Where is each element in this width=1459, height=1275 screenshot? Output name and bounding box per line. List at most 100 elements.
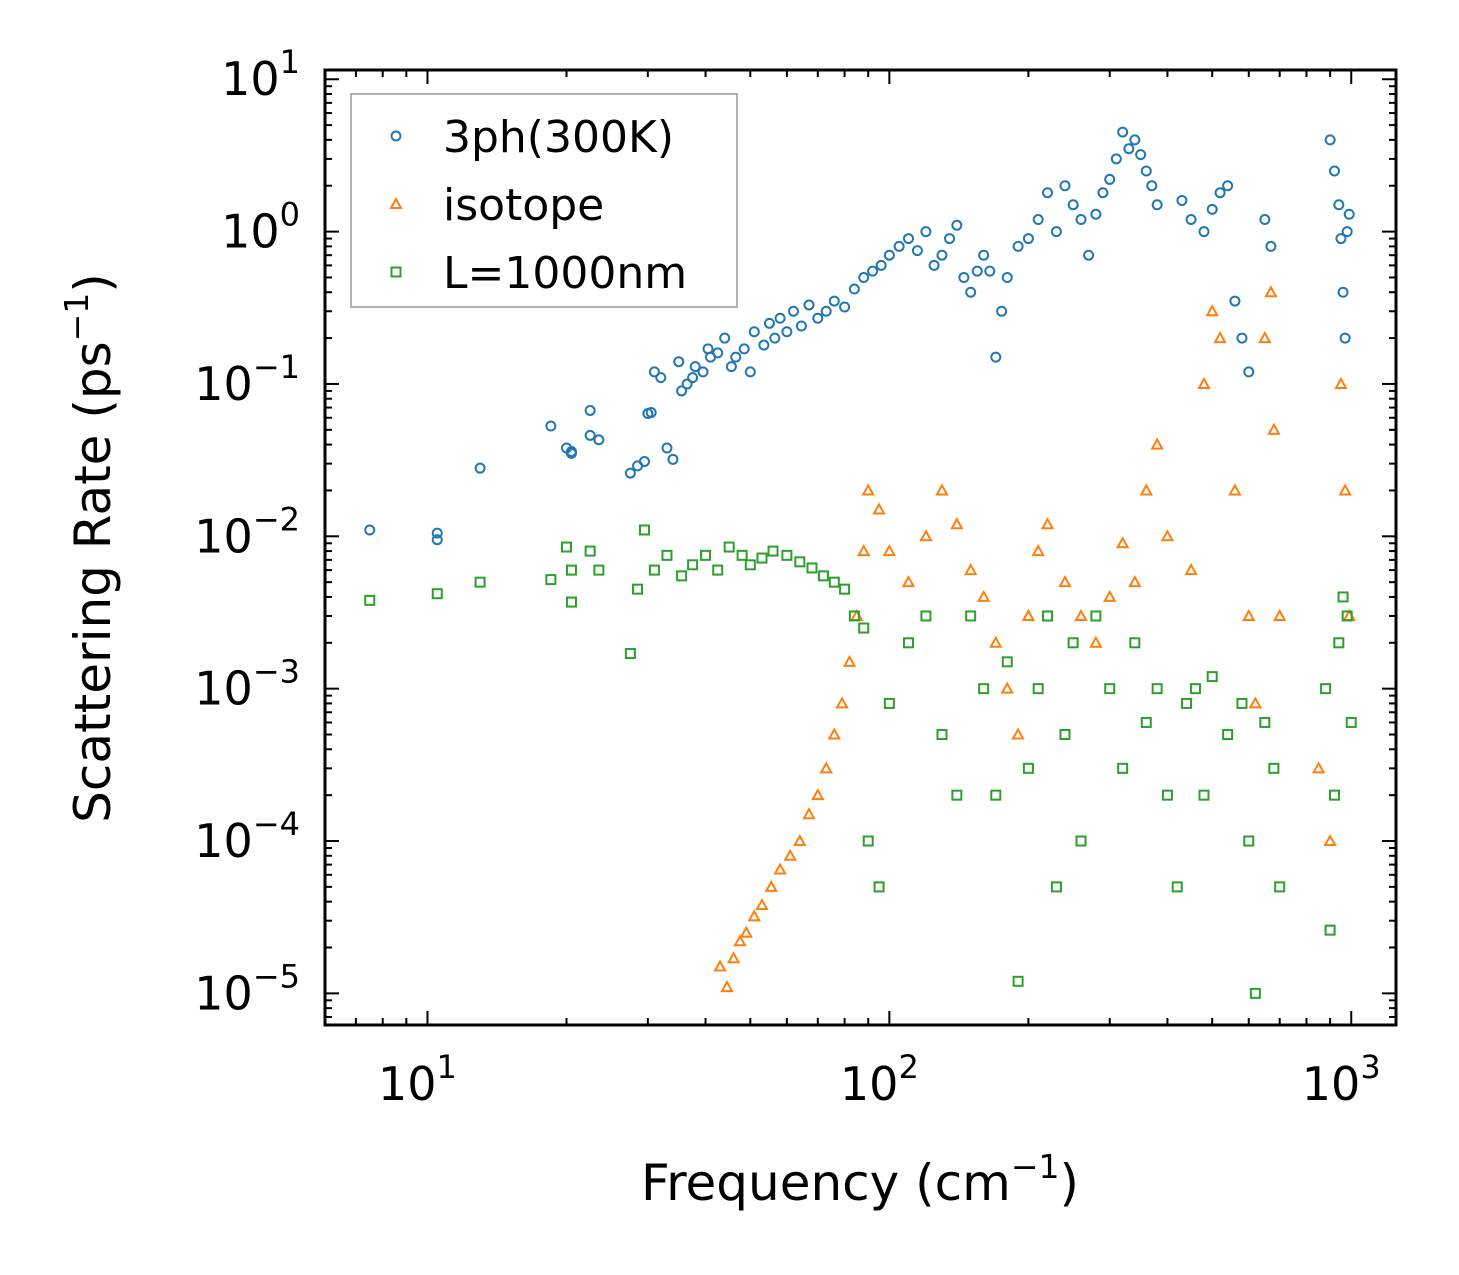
data-point bbox=[720, 980, 734, 993]
y-tick-label-base: 10 bbox=[221, 52, 280, 106]
data-point bbox=[911, 245, 923, 257]
data-point bbox=[1341, 226, 1353, 238]
x-tick-label-base: 10 bbox=[840, 1057, 899, 1111]
data-point bbox=[474, 462, 486, 474]
data-point bbox=[713, 959, 727, 972]
data-point bbox=[1129, 637, 1141, 649]
data-point bbox=[769, 332, 781, 344]
data-point bbox=[764, 879, 778, 892]
data-point bbox=[1050, 881, 1062, 893]
x-tick-label-exp: 1 bbox=[437, 1048, 457, 1086]
data-point bbox=[733, 934, 747, 947]
data-point bbox=[1213, 331, 1227, 344]
data-point bbox=[1243, 835, 1255, 847]
data-point bbox=[1333, 199, 1345, 211]
data-point bbox=[1259, 214, 1271, 226]
data-point bbox=[839, 301, 851, 313]
data-point bbox=[632, 583, 644, 595]
data-point bbox=[593, 434, 605, 446]
x-axis-label-close: ) bbox=[1060, 1154, 1080, 1212]
data-point bbox=[861, 483, 875, 496]
data-point bbox=[919, 529, 933, 542]
data-point bbox=[990, 789, 1002, 801]
data-point bbox=[1104, 683, 1116, 695]
data-point bbox=[545, 420, 557, 432]
data-point bbox=[990, 351, 1002, 363]
data-point bbox=[920, 610, 932, 622]
x-tick-labels: 101 102 103 bbox=[378, 1048, 1381, 1111]
data-point bbox=[1334, 376, 1348, 389]
data-point bbox=[920, 226, 932, 238]
data-point bbox=[1229, 295, 1241, 307]
legend-box bbox=[350, 93, 738, 308]
data-point bbox=[1324, 134, 1336, 146]
y-tick-label-exp: −3 bbox=[253, 653, 300, 691]
data-point bbox=[1337, 591, 1349, 603]
data-point bbox=[1243, 366, 1255, 378]
x-tick-label: 101 bbox=[378, 1048, 457, 1111]
data-point bbox=[976, 589, 991, 602]
data-point bbox=[1074, 608, 1088, 621]
y-tick-label-exp: −5 bbox=[253, 957, 300, 995]
data-point bbox=[1343, 208, 1355, 220]
y-tick-label-exp: 1 bbox=[280, 43, 300, 81]
data-point bbox=[1274, 881, 1286, 893]
data-point bbox=[755, 897, 769, 911]
data-point bbox=[1042, 610, 1054, 622]
data-point bbox=[1012, 975, 1024, 987]
data-point bbox=[958, 271, 970, 283]
data-point bbox=[1110, 153, 1122, 165]
data-point bbox=[1176, 195, 1188, 207]
data-point bbox=[747, 909, 761, 922]
data-point bbox=[673, 356, 685, 368]
data-point bbox=[1197, 376, 1211, 389]
data-point bbox=[806, 562, 818, 574]
data-point bbox=[767, 545, 779, 557]
data-point bbox=[839, 583, 851, 595]
data-point bbox=[661, 549, 673, 561]
data-point bbox=[676, 570, 688, 582]
data-point bbox=[739, 925, 753, 938]
data-point bbox=[1022, 233, 1034, 245]
data-point bbox=[1341, 610, 1353, 622]
data-point bbox=[1236, 332, 1248, 344]
data-point bbox=[1050, 226, 1062, 238]
data-point bbox=[828, 295, 840, 307]
data-point bbox=[689, 361, 701, 373]
data-point bbox=[561, 541, 573, 553]
data-point bbox=[935, 483, 949, 496]
data-point bbox=[697, 366, 709, 378]
data-point bbox=[1123, 143, 1135, 155]
data-point bbox=[638, 524, 650, 536]
y-tick-label-exp: 0 bbox=[280, 196, 300, 234]
data-point bbox=[857, 544, 871, 557]
data-point bbox=[971, 265, 983, 277]
data-point bbox=[758, 339, 770, 351]
data-point bbox=[1129, 134, 1141, 146]
data-point bbox=[1320, 683, 1332, 695]
data-point bbox=[950, 517, 964, 530]
data-point bbox=[1001, 656, 1013, 668]
data-point bbox=[802, 807, 816, 820]
y-axis-label-sup: −1 bbox=[57, 293, 96, 342]
data-point bbox=[763, 317, 775, 329]
y-tick-label-base: 10 bbox=[221, 205, 280, 259]
data-point bbox=[1117, 126, 1129, 138]
x-tick-label-base: 10 bbox=[378, 1057, 437, 1111]
data-point bbox=[748, 326, 760, 338]
data-point bbox=[1059, 729, 1071, 741]
data-point bbox=[795, 320, 807, 332]
data-point bbox=[978, 249, 990, 261]
series-3ph(300K) bbox=[364, 126, 1355, 546]
data-point bbox=[565, 596, 577, 608]
series-L=1000nm bbox=[364, 524, 1357, 999]
data-point bbox=[1140, 165, 1152, 177]
data-point bbox=[1058, 575, 1072, 588]
data-point bbox=[1000, 681, 1014, 694]
data-point bbox=[783, 848, 797, 861]
data-point bbox=[951, 789, 963, 801]
data-point bbox=[1115, 536, 1130, 549]
data-point bbox=[638, 455, 650, 467]
data-point bbox=[1333, 637, 1345, 649]
